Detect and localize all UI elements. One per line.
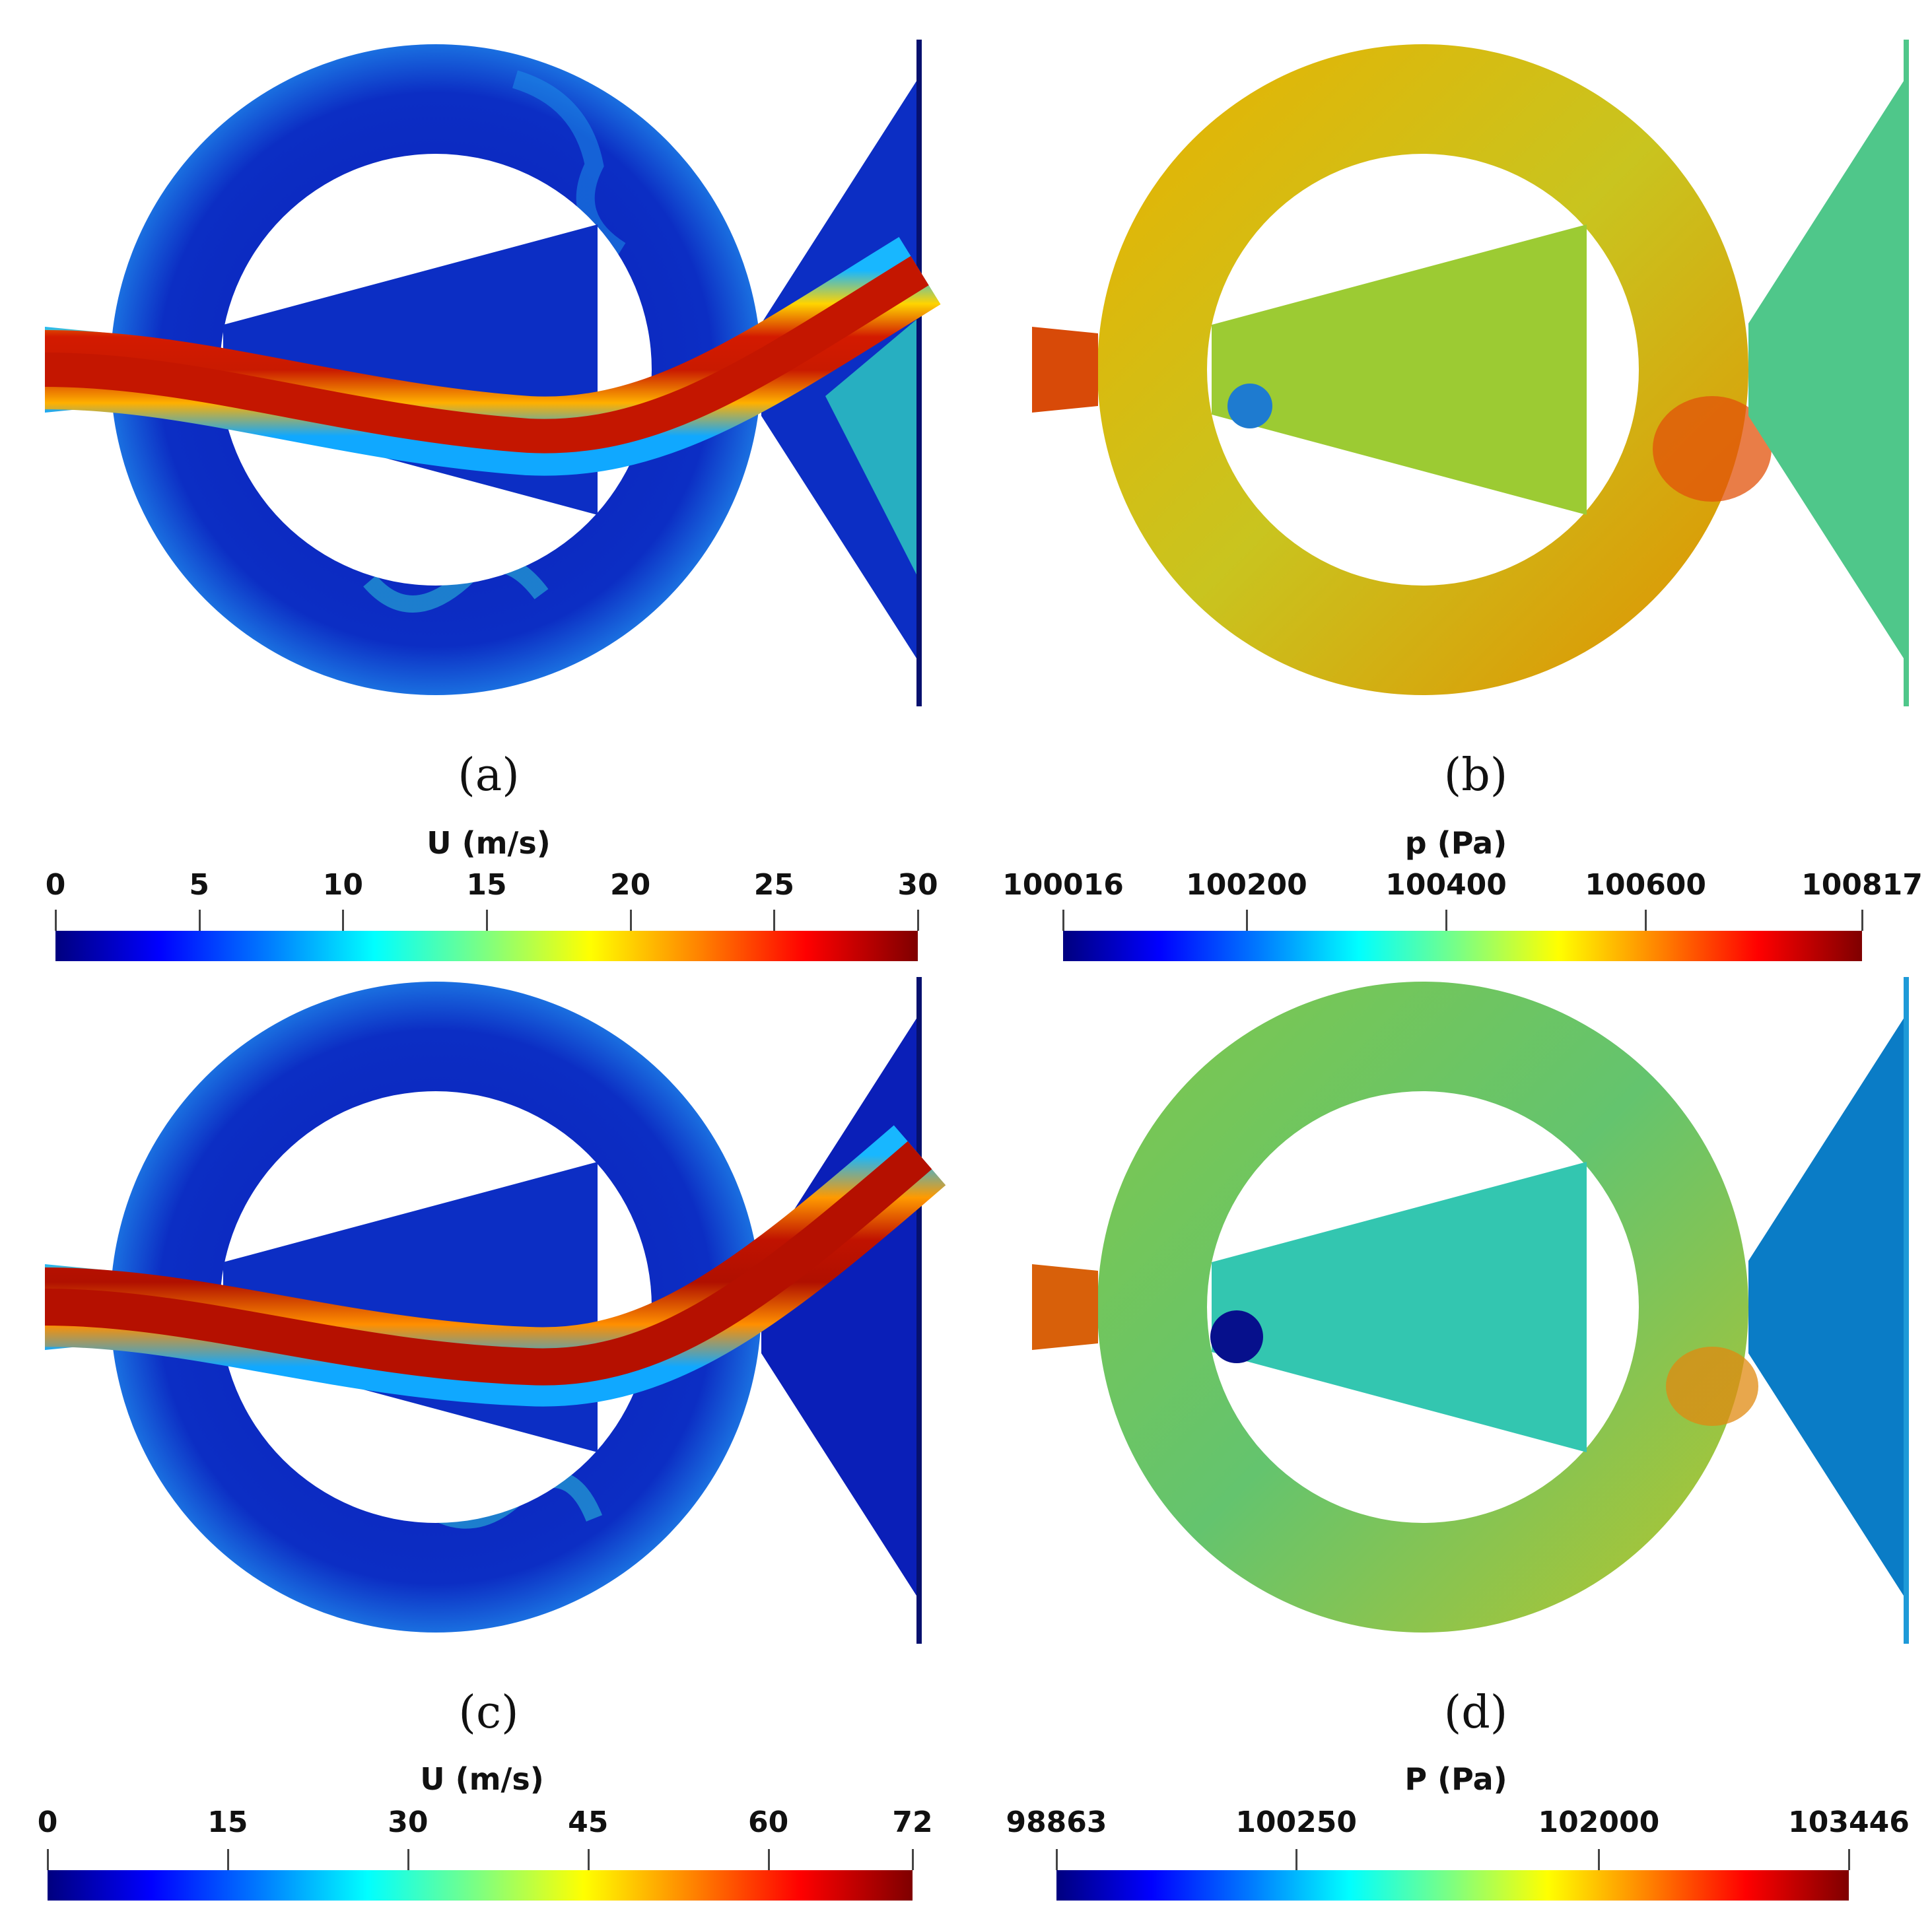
colorbar-title: P (Pa) [1404,1761,1507,1797]
panel-caption-a: (a) [458,749,520,801]
colorbar-tick-mark [1445,910,1448,931]
colorbar-title: p (Pa) [1404,825,1507,861]
panel-caption-b: (b) [1443,749,1508,801]
colorbar-tick-mark [198,910,201,931]
jet-core [44,1141,932,1386]
colorbar-tick-label: 0 [45,868,66,902]
colorbar-tick-label: 103446 [1788,1805,1910,1839]
colorbar-tick-label: 100600 [1585,868,1707,902]
colorbar-tick-mark [47,1849,49,1870]
colorbar-tick-label: 30 [388,1805,429,1839]
diffuser [1748,1013,1907,1601]
colorbar-tick-mark [226,1849,229,1870]
wedge [1212,1162,1587,1452]
colorbar-tick-label: 100817 [1801,868,1923,902]
colorbar-tick-label: 60 [748,1805,789,1839]
colorbar-tick-label: 0 [37,1805,58,1839]
colorbar-tick-label: 15 [466,868,507,902]
colorbar-tick-mark [407,1849,409,1870]
colorbar-tick-mark [342,910,345,931]
colorbar-tick-mark [629,910,632,931]
pressure-low-spot [1227,384,1272,428]
wedge [1212,224,1587,515]
colorbar-tick-label: 5 [189,868,209,902]
colorbar-title: U (m/s) [427,825,551,861]
colorbar-tick-mark [1245,910,1248,931]
colorbar-tick-label: 30 [897,868,938,902]
colorbar-tick-mark [1295,1849,1298,1870]
velocity-panel-c [44,977,946,1644]
colorbar-velocity-c [48,1870,913,1901]
pressure-hotspot [1653,396,1772,502]
inlet-duct [1032,1264,1098,1350]
colorbar-tick-label: 102000 [1538,1805,1660,1839]
colorbar-velocity-a [55,931,918,961]
colorbar-tick-mark [1056,1849,1058,1870]
colorbar-tick-label: 100250 [1235,1805,1358,1839]
outlet-line [1904,40,1909,706]
outlet-line [916,40,922,706]
colorbar-tick-mark [912,1849,914,1870]
diffuser [761,76,920,663]
panel-caption-d: (d) [1443,1687,1508,1739]
pressure-low-spot [1210,1310,1263,1363]
colorbar-tick-mark [773,910,776,931]
colorbar-pressure-d [1056,1870,1849,1901]
colorbar-tick-label: 10 [322,868,363,902]
outlet-line [916,977,922,1644]
colorbar-tick-label: 100016 [1002,868,1124,902]
colorbar-tick-mark [1645,910,1647,931]
colorbar-tick-label: 98863 [1006,1805,1107,1839]
diffuser-core [825,317,920,581]
inlet-duct [1032,327,1098,413]
colorbar-tick-mark [1848,1849,1850,1870]
colorbar-tick-mark [767,1849,770,1870]
colorbar-tick-mark [1861,910,1863,931]
pressure-panel-d [1032,977,1909,1644]
colorbar-tick-mark [1598,1849,1601,1870]
panel-caption-c: (c) [458,1687,519,1739]
outlet-line [1904,977,1909,1644]
colorbar-tick-label: 25 [753,868,794,902]
colorbar-tick-label: 100400 [1385,868,1507,902]
colorbar-tick-mark [55,910,57,931]
colorbar-tick-label: 45 [568,1805,609,1839]
colorbar-title: U (m/s) [420,1761,544,1797]
pressure-panel-b [1032,40,1909,706]
colorbar-tick-label: 20 [610,868,651,902]
colorbar-tick-mark [587,1849,590,1870]
colorbar-tick-mark [486,910,488,931]
diffuser [1748,76,1907,663]
jet-core [44,255,929,454]
colorbar-tick-label: 15 [207,1805,248,1839]
colorbar-pressure-b [1063,931,1862,961]
pressure-hotspot [1666,1347,1758,1426]
colorbar-tick-mark [917,910,919,931]
colorbar-tick-mark [1062,910,1064,931]
velocity-panel-a [44,40,941,706]
colorbar-tick-label: 72 [892,1805,933,1839]
colorbar-tick-label: 100200 [1186,868,1307,902]
